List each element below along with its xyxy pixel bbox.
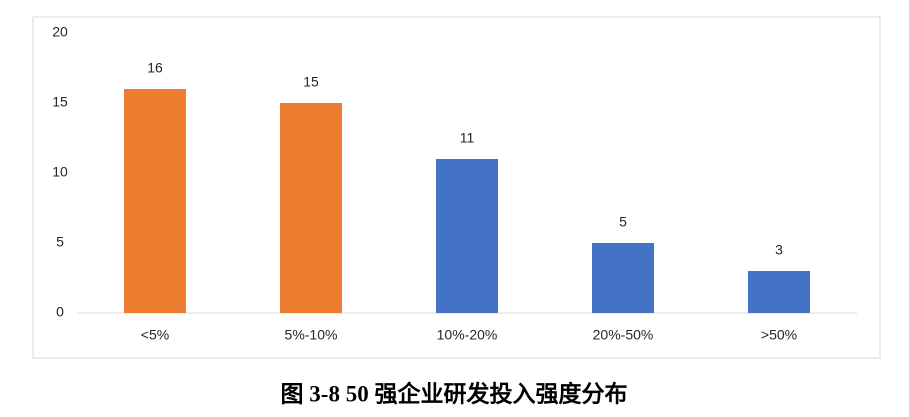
y-tick-label: 5 bbox=[56, 234, 64, 250]
bar bbox=[592, 243, 654, 313]
bar bbox=[124, 89, 186, 313]
bar bbox=[748, 271, 810, 313]
data-label: 16 bbox=[147, 60, 163, 76]
x-tick-label: 20%-50% bbox=[593, 327, 654, 343]
bar bbox=[280, 103, 342, 313]
x-tick-label: <5% bbox=[141, 327, 169, 343]
data-label: 3 bbox=[775, 242, 783, 258]
y-tick-label: 0 bbox=[56, 304, 64, 320]
y-tick-label: 10 bbox=[52, 164, 68, 180]
x-tick-label: 10%-20% bbox=[437, 327, 498, 343]
x-tick-label: 5%-10% bbox=[285, 327, 338, 343]
x-tick-label: >50% bbox=[761, 327, 797, 343]
y-tick-label: 20 bbox=[52, 24, 68, 40]
y-tick-label: 15 bbox=[52, 94, 68, 110]
data-label: 5 bbox=[619, 214, 627, 230]
data-label: 11 bbox=[460, 130, 475, 146]
bar bbox=[436, 159, 498, 313]
data-label: 15 bbox=[303, 74, 319, 90]
chart-title: 图 3-8 50 强企业研发投入强度分布 bbox=[281, 380, 628, 406]
